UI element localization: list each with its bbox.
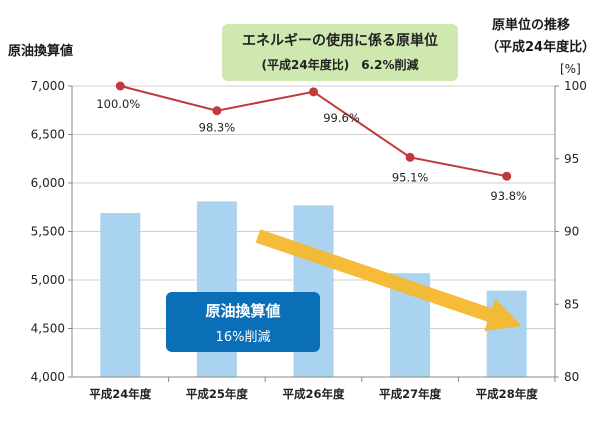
intensity-point [212, 106, 222, 116]
intensity-callout: エネルギーの使用に係る原単位 (平成24年度比) 6.2%削減 [222, 24, 458, 81]
intensity-data-label: 95.1% [392, 170, 429, 184]
right-tick-label: 100 [564, 79, 587, 93]
intensity-point [502, 171, 512, 181]
left-tick-label: 4,500 [31, 322, 65, 336]
left-tick-label: 5,000 [31, 273, 65, 287]
intensity-callout-reduction: 6.2%削減 [361, 58, 419, 72]
right-axis-title: 原単位の推移 [492, 18, 571, 33]
category-label: 平成28年度 [476, 387, 539, 401]
right-tick-label: 85 [564, 297, 579, 311]
crude-oil-callout: 原油換算値 16%削減 [166, 292, 320, 352]
category-label: 平成25年度 [186, 387, 249, 401]
intensity-line [120, 85, 507, 178]
right-tick-label: 90 [564, 225, 579, 239]
left-tick-label: 6,500 [31, 128, 65, 142]
left-tick-label: 4,000 [31, 370, 65, 384]
intensity-data-label: 100.0% [96, 97, 140, 111]
right-tick-label: 80 [564, 370, 579, 384]
intensity-callout-detail: (平成24年度比) 6.2%削減 [230, 56, 450, 73]
bar [100, 213, 141, 377]
trend-arrow [255, 229, 522, 332]
left-tick-label: 6,000 [31, 176, 65, 190]
intensity-callout-title: エネルギーの使用に係る原単位 [242, 33, 438, 49]
bar [486, 290, 527, 377]
left-tick-label: 5,500 [31, 225, 65, 239]
intensity-data-label: 99.6% [323, 111, 360, 125]
right-axis-subtitle: （平成24年度比） [486, 40, 596, 55]
left-tick-label: 7,000 [31, 79, 65, 93]
intensity-point [309, 87, 318, 97]
crude-oil-callout-reduction: 16%削減 [215, 330, 271, 345]
right-tick-label: 95 [564, 152, 579, 166]
category-label: 平成27年度 [379, 387, 442, 401]
intensity-point [405, 152, 415, 162]
intensity-data-label: 93.8% [490, 189, 527, 203]
category-label: 平成24年度 [89, 387, 152, 401]
intensity-callout-basis: (平成24年度比) [261, 58, 350, 72]
left-axis-title: 原油換算値 [8, 44, 74, 59]
intensity-point [115, 81, 125, 91]
right-axis-unit: [%] [560, 62, 581, 76]
intensity-data-label: 98.3% [199, 121, 236, 135]
crude-oil-callout-title: 原油換算値 [205, 302, 281, 320]
category-label: 平成26年度 [282, 387, 345, 401]
